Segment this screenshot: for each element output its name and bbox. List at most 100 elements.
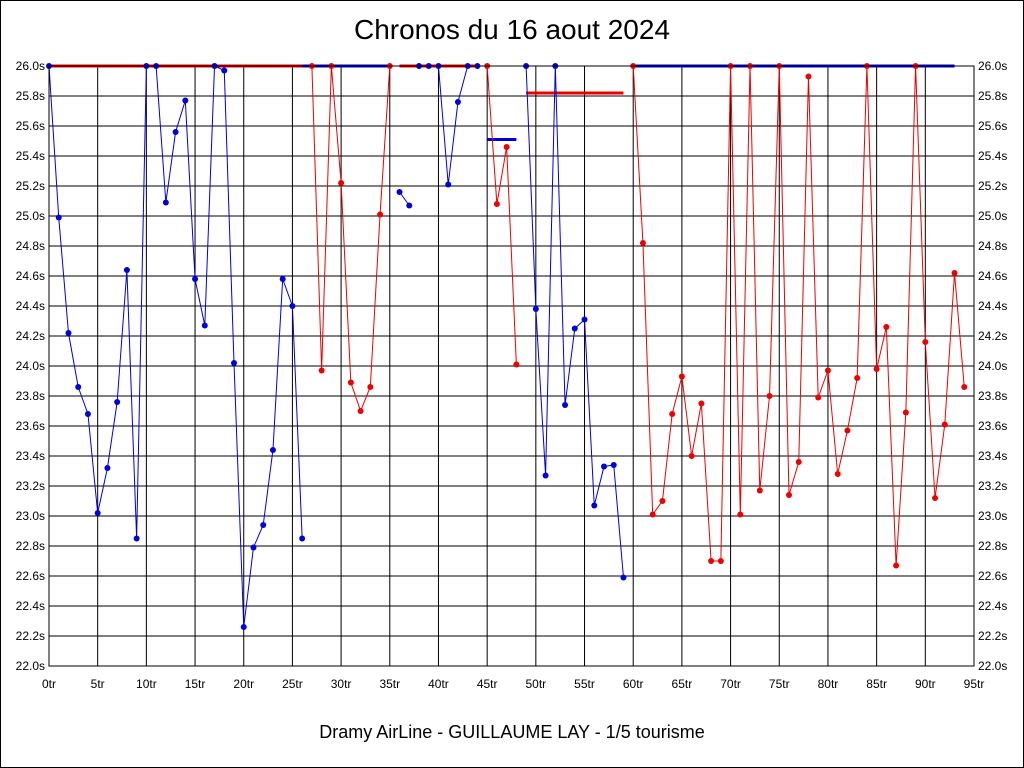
data-point xyxy=(221,67,228,74)
data-point xyxy=(260,522,267,528)
data-point xyxy=(396,189,403,195)
data-point xyxy=(581,316,588,323)
data-point xyxy=(688,453,695,459)
data-point xyxy=(133,535,140,542)
data-point xyxy=(65,330,72,336)
x-tick-label: 55tr xyxy=(574,677,595,691)
x-tick-label: 30tr xyxy=(331,677,352,691)
data-point xyxy=(240,624,247,630)
y-tick-label-left: 22.0s xyxy=(16,659,45,673)
y-tick-label-left: 25.2s xyxy=(16,179,45,193)
data-point xyxy=(114,399,121,405)
data-point xyxy=(318,367,325,374)
data-point xyxy=(454,99,461,105)
y-tick-label-left: 22.6s xyxy=(16,569,45,583)
data-point xyxy=(932,495,939,501)
data-point xyxy=(445,181,452,188)
grid-lines xyxy=(48,65,975,667)
series-line xyxy=(525,65,624,578)
y-tick-label-right: 23.0s xyxy=(978,509,1007,523)
y-tick-label-right: 24.6s xyxy=(978,269,1007,283)
data-point xyxy=(591,502,598,509)
y-tick-label-left: 22.4s xyxy=(16,599,45,613)
data-point xyxy=(708,558,715,564)
y-tick-label-right: 23.8s xyxy=(978,389,1007,403)
y-tick-label-right: 22.4s xyxy=(978,599,1007,613)
plot-border xyxy=(48,65,975,667)
x-tick-label: 65tr xyxy=(672,677,693,691)
data-point xyxy=(883,324,890,330)
series-line xyxy=(486,65,517,365)
chart-title: Chronos du 16 aout 2024 xyxy=(353,14,671,45)
y-tick-label-left: 24.2s xyxy=(16,329,45,343)
x-tick-label: 90tr xyxy=(915,677,936,691)
data-point xyxy=(279,276,286,282)
x-tick-labels: 0tr 5tr 10tr 15tr 20tr 25tr 30tr 35tr 40tr 45tr 50… xyxy=(42,677,984,691)
x-tick-label: 25tr xyxy=(282,677,303,691)
y-tick-label-right: 25.8s xyxy=(978,89,1007,103)
data-point xyxy=(367,384,374,390)
data-point xyxy=(639,240,646,246)
y-tick-label-right: 25.6s xyxy=(978,119,1007,133)
y-tick-labels-left: 22.0s 22.2s 22.4s 22.6s 22.8s 23.0s 23.2s 23.4s… xyxy=(16,59,45,673)
data-point xyxy=(620,574,627,581)
data-point xyxy=(493,201,500,207)
y-tick-label-left: 25.4s xyxy=(16,149,45,163)
data-point xyxy=(406,202,413,209)
data-point xyxy=(357,408,364,414)
data-point xyxy=(377,211,384,218)
data-point xyxy=(503,144,510,150)
y-tick-label-left: 24.8s xyxy=(16,239,45,253)
data-point xyxy=(815,394,822,401)
x-tick-label: 60tr xyxy=(623,677,644,691)
data-point xyxy=(717,558,724,564)
data-point xyxy=(756,487,763,494)
data-point xyxy=(289,303,296,309)
data-point xyxy=(542,472,549,479)
series-line xyxy=(311,65,391,413)
y-tick-label-right: 24.4s xyxy=(978,299,1007,313)
x-tick-label: 20tr xyxy=(233,677,254,691)
data-point xyxy=(104,465,111,471)
data-point xyxy=(824,367,831,374)
data-point xyxy=(55,214,62,221)
data-point xyxy=(678,373,685,380)
data-point xyxy=(766,393,773,399)
y-tick-label-right: 25.0s xyxy=(978,209,1007,223)
x-tick-label: 85tr xyxy=(866,677,887,691)
x-tick-label: 35tr xyxy=(379,677,400,691)
y-tick-label-right: 24.2s xyxy=(978,329,1007,343)
x-tick-label: 5tr xyxy=(91,677,105,691)
x-tick-label: 40tr xyxy=(428,677,449,691)
y-tick-label-left: 23.6s xyxy=(16,419,45,433)
data-point xyxy=(795,459,802,465)
data-point xyxy=(172,129,179,135)
x-tick-label: 0tr xyxy=(42,677,56,691)
data-point xyxy=(162,199,169,206)
data-point xyxy=(338,180,345,186)
y-tick-label-left: 23.4s xyxy=(16,449,45,463)
data-point xyxy=(75,384,82,390)
y-tick-label-right: 23.2s xyxy=(978,479,1007,493)
data-point xyxy=(649,511,656,518)
data-point xyxy=(669,411,676,417)
y-tick-label-right: 23.4s xyxy=(978,449,1007,463)
chart-subtitle: Dramy AirLine - GUILLAUME LAY - 1/5 tour… xyxy=(319,722,705,742)
y-tick-label-right: 22.6s xyxy=(978,569,1007,583)
data-point xyxy=(854,375,861,381)
data-point xyxy=(601,463,607,470)
data-point xyxy=(737,511,744,518)
data-point xyxy=(902,409,909,416)
data-point xyxy=(786,492,792,498)
x-tick-label: 45tr xyxy=(477,677,498,691)
data-point xyxy=(951,270,958,276)
data-point xyxy=(562,402,569,408)
y-tick-label-left: 25.6s xyxy=(16,119,45,133)
y-tick-label-left: 25.0s xyxy=(16,209,45,223)
data-point xyxy=(269,447,276,453)
x-tick-label: 15tr xyxy=(185,677,206,691)
data-point xyxy=(192,276,199,282)
data-point xyxy=(834,471,841,477)
x-tick-label: 10tr xyxy=(136,677,157,691)
y-tick-label-right: 24.8s xyxy=(978,239,1007,253)
